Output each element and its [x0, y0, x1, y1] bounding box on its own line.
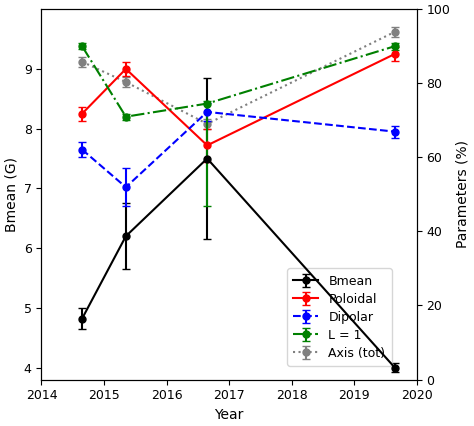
Legend: Bmean, Poloidal, Dipolar, L = 1, Axis (tot): Bmean, Poloidal, Dipolar, L = 1, Axis (t… [287, 268, 392, 366]
Y-axis label: Parameters (%): Parameters (%) [456, 140, 470, 248]
X-axis label: Year: Year [214, 408, 244, 422]
Y-axis label: Bmean (G): Bmean (G) [4, 157, 18, 232]
